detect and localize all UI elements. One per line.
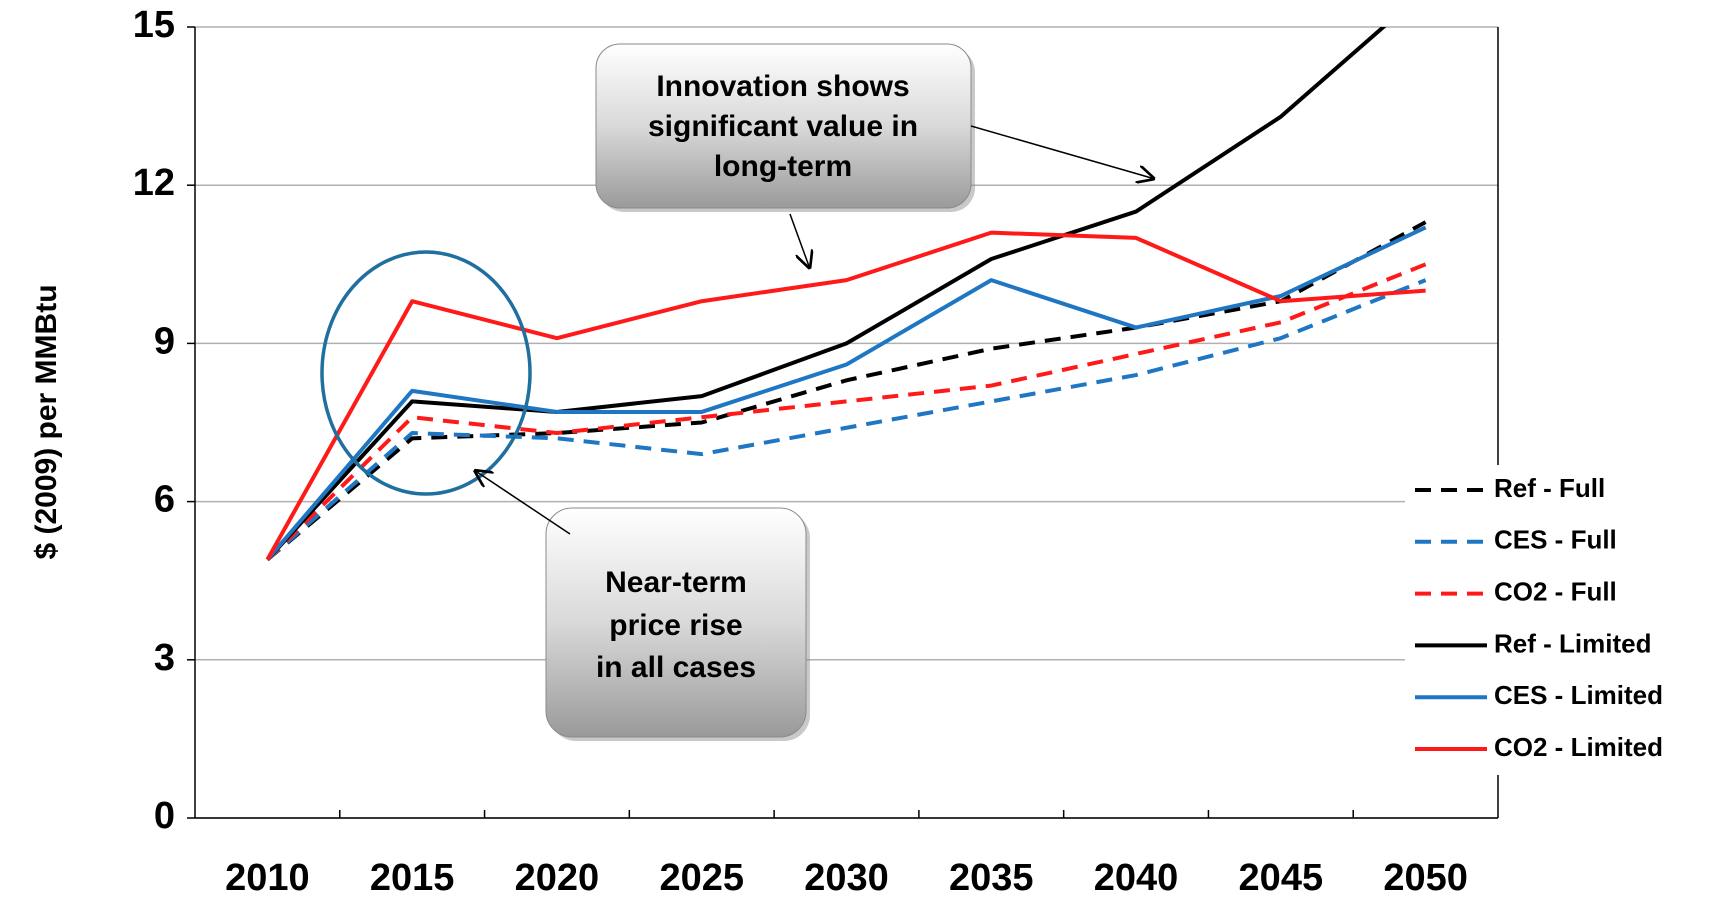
series-line xyxy=(266,278,1427,562)
legend-label: CO2 - Limited xyxy=(1494,732,1663,762)
legend-label: Ref - Limited xyxy=(1494,628,1651,658)
callout-text: long-term xyxy=(714,150,852,183)
x-tick-label: 2045 xyxy=(1239,857,1324,898)
callout-text: Innovation shows xyxy=(656,70,909,103)
callout-box xyxy=(545,507,807,738)
x-tick-label: 2040 xyxy=(1094,857,1179,898)
x-tick-label: 2030 xyxy=(804,857,889,898)
y-tick-label: 9 xyxy=(154,320,175,362)
y-tick-label: 6 xyxy=(154,479,175,521)
callout-arrow xyxy=(970,125,1155,179)
highlight-ellipse xyxy=(320,250,532,496)
series-line xyxy=(265,225,1427,561)
x-tick-label: 2025 xyxy=(659,857,744,898)
y-tick-label: 0 xyxy=(154,795,175,837)
callout-arrow xyxy=(474,470,571,535)
series-line xyxy=(265,262,1427,562)
x-tick-label: 2015 xyxy=(370,857,455,898)
x-tick-label: 2035 xyxy=(949,857,1034,898)
x-tick-label: 2010 xyxy=(225,857,310,898)
callout-text: significant value in xyxy=(648,110,918,143)
series-line xyxy=(266,220,1427,562)
x-tick-label: 2050 xyxy=(1383,857,1468,898)
legend-label: Ref - Full xyxy=(1494,473,1605,503)
y-axis-label: $ (2009) per MMBtu xyxy=(30,284,63,559)
callout-text: Near-term xyxy=(605,566,747,599)
callout-text: price rise xyxy=(609,609,742,642)
y-tick-label: 3 xyxy=(154,637,175,679)
legend-label: CO2 - Full xyxy=(1494,576,1617,606)
callout-text: in all cases xyxy=(596,651,756,684)
y-tick-label: 12 xyxy=(133,162,175,204)
y-tick-label: 15 xyxy=(133,4,175,46)
series-line xyxy=(265,230,1426,561)
legend-label: CES - Limited xyxy=(1494,680,1663,710)
legend-background xyxy=(1405,465,1710,775)
x-tick-label: 2020 xyxy=(515,857,600,898)
series-line xyxy=(265,27,1387,561)
plot-lines xyxy=(265,27,1427,562)
callout-arrow xyxy=(789,213,810,269)
legend: Ref - Full CES - Full CO2 - Full Ref - Limi… xyxy=(1405,465,1710,775)
legend-label: CES - Full xyxy=(1494,525,1617,555)
